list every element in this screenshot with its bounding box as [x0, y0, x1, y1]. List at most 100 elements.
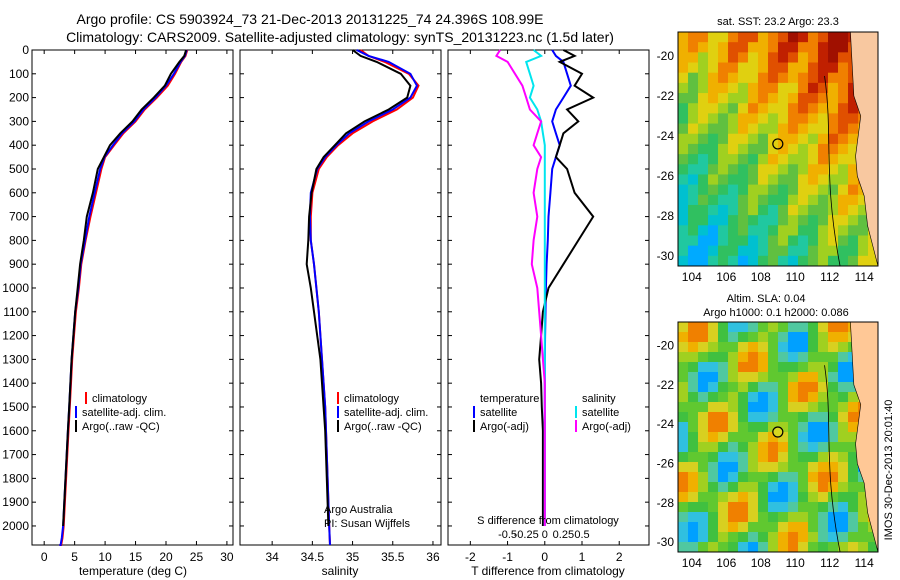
- sst-map-title: sat. SST: 23.2 Argo: 23.3: [717, 16, 839, 28]
- map-cell: [778, 452, 789, 463]
- s-tick-label: -0.5: [498, 529, 517, 541]
- map-cell: [818, 164, 829, 175]
- map-cell: [708, 532, 719, 543]
- map-cell: [718, 372, 729, 383]
- map-cell: [738, 522, 749, 533]
- map-cell: [708, 372, 719, 383]
- map-cell: [718, 342, 729, 353]
- map-cell: [828, 462, 839, 473]
- map-cell: [698, 422, 709, 433]
- map-cell: [678, 372, 689, 383]
- map-cell: [768, 93, 779, 104]
- map-cell: [708, 245, 719, 257]
- map-cell: [798, 332, 809, 343]
- y-tick-label: 1900: [2, 495, 29, 509]
- map-cell: [838, 452, 849, 463]
- map-cell: [788, 215, 799, 226]
- map-cell: [688, 482, 699, 493]
- legend-argo: Argo(..raw -QC): [344, 421, 422, 433]
- map-cell: [818, 472, 829, 483]
- map-cell: [828, 322, 839, 333]
- temperature-panel: 0100200300400500600700800900100011001200…: [2, 43, 234, 564]
- map-cell: [688, 52, 699, 64]
- map-cell: [798, 93, 809, 104]
- map-cell: [838, 542, 849, 553]
- map-cell: [738, 362, 749, 373]
- map-cell: [708, 235, 719, 247]
- map-cell: [728, 194, 739, 206]
- map-cell: [808, 143, 819, 155]
- map-cell: [818, 422, 829, 433]
- map-cell: [808, 352, 819, 363]
- map-cell: [718, 42, 729, 53]
- map-x-tick-label: 106: [716, 556, 736, 570]
- map-cell: [828, 194, 839, 206]
- map-cell: [708, 62, 719, 74]
- map-cell: [768, 133, 779, 145]
- map-cell: [768, 532, 779, 543]
- map-cell: [798, 372, 809, 383]
- map-cell: [818, 133, 829, 145]
- map-cell: [798, 402, 809, 413]
- map-cell: [798, 382, 809, 393]
- map-cell: [828, 164, 839, 175]
- imos-credit: IMOS 30-Dec-2013 20:01:40: [883, 400, 895, 541]
- map-cell: [738, 372, 749, 383]
- map-cell: [788, 372, 799, 383]
- bathymetry-contour: [824, 75, 841, 267]
- s-tick-label: 0: [542, 529, 548, 541]
- map-cell: [698, 184, 709, 196]
- map-cell: [678, 422, 689, 433]
- map-cell: [818, 72, 829, 84]
- map-cell: [848, 402, 859, 413]
- map-cell: [718, 412, 729, 423]
- map-cell: [708, 123, 719, 135]
- legend-t-argo: Argo(-adj): [480, 421, 529, 433]
- map-cell: [718, 133, 729, 145]
- map-cell: [708, 154, 719, 165]
- map-cell: [728, 82, 739, 94]
- map-cell: [788, 362, 799, 373]
- map-cell: [738, 352, 749, 363]
- map-cell: [808, 154, 819, 165]
- map-cell: [758, 482, 769, 493]
- map-cell: [688, 392, 699, 403]
- map-cell: [778, 123, 789, 135]
- map-cell: [838, 235, 849, 247]
- map-cell: [818, 174, 829, 186]
- map-cell: [728, 462, 739, 473]
- map-cell: [758, 492, 769, 503]
- map-cell: [758, 194, 769, 206]
- map-cell: [728, 362, 739, 373]
- map-cell: [708, 412, 719, 423]
- map-cell: [688, 362, 699, 373]
- map-x-tick-label: 106: [716, 270, 736, 284]
- map-cell: [708, 42, 719, 53]
- map-cell: [748, 255, 759, 267]
- map-cell: [678, 482, 689, 493]
- map-cell: [768, 352, 779, 363]
- legend-climatology: climatology: [344, 393, 400, 405]
- x-tick-label: -2: [465, 550, 476, 564]
- map-cell: [718, 103, 729, 114]
- map-y-tick-label: -20: [657, 339, 675, 353]
- map-cell: [848, 422, 859, 433]
- map-cell: [688, 245, 699, 257]
- map-cell: [798, 255, 809, 267]
- map-cell: [708, 422, 719, 433]
- map-cell: [758, 362, 769, 373]
- map-cell: [748, 133, 759, 145]
- map-x-tick-label: 110: [786, 270, 805, 284]
- map-cell: [758, 432, 769, 443]
- map-cell: [718, 225, 729, 236]
- map-cell: [828, 442, 839, 453]
- map-cell: [758, 174, 769, 186]
- map-cell: [738, 402, 749, 413]
- map-cell: [678, 143, 689, 155]
- map-cell: [848, 133, 859, 145]
- map-cell: [718, 462, 729, 473]
- map-cell: [698, 332, 709, 343]
- map-cell: [818, 342, 829, 353]
- map-cell: [718, 215, 729, 226]
